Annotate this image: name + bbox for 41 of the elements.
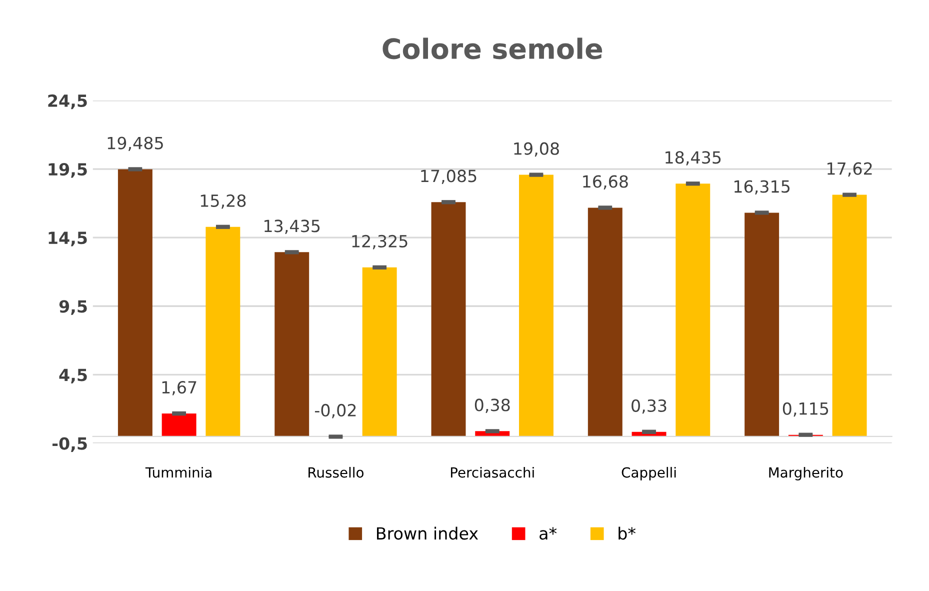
data-label: 17,085 (421, 170, 476, 184)
y-tick-label: 14,5 (48, 232, 87, 246)
x-tick-label: Perciasacchi (450, 466, 534, 478)
bar (431, 202, 466, 436)
bar (676, 184, 710, 436)
x-tick-label: Margherito (769, 466, 843, 480)
legend-label: b* (618, 526, 636, 540)
data-label: 0,115 (782, 402, 828, 417)
data-label: 16,68 (583, 175, 628, 190)
data-label: 19,08 (514, 142, 559, 157)
bar (744, 212, 780, 436)
bar (832, 194, 867, 436)
bar (362, 267, 397, 436)
data-label: 13,435 (264, 220, 320, 234)
data-label: 12,325 (352, 234, 408, 250)
bar (118, 169, 152, 436)
y-tick-label: 9,5 (59, 300, 87, 315)
data-label: 0,33 (632, 399, 666, 414)
y-tick-label: 24,5 (48, 94, 87, 110)
bar (162, 413, 196, 436)
y-tick-label: -0,5 (52, 437, 87, 452)
legend-label: Brown index (377, 526, 478, 540)
bar (588, 208, 622, 436)
y-tick-label: 4,5 (59, 368, 87, 384)
data-label: 1,67 (162, 380, 196, 396)
x-tick-label: Russello (308, 466, 364, 478)
data-label: 15,28 (200, 194, 246, 209)
chart-title: Colore semole (382, 38, 602, 60)
data-label: -0,02 (314, 404, 356, 418)
data-label: 17,62 (828, 162, 872, 177)
bar (206, 226, 240, 436)
data-label: 19,485 (108, 136, 163, 152)
data-label: 16,315 (734, 180, 790, 194)
data-label: 18,435 (666, 151, 721, 166)
bar (519, 174, 554, 436)
x-tick-label: Tumminia (145, 466, 212, 478)
legend-label: a* (540, 527, 557, 540)
x-tick-label: Cappelli (622, 466, 676, 480)
y-tick-label: 19,5 (48, 163, 87, 178)
bar (274, 252, 310, 436)
data-label: 0,38 (474, 398, 510, 413)
